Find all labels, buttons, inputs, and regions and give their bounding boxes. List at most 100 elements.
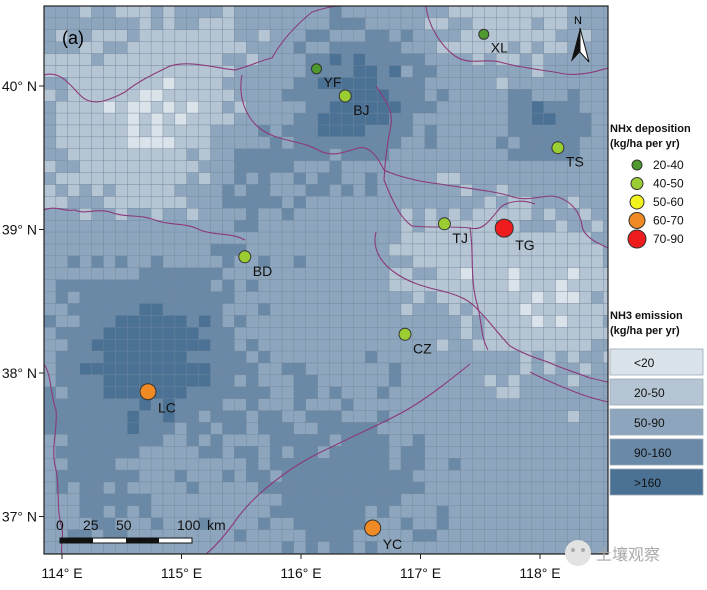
grid-cell: [174, 446, 187, 459]
grid-cell: [91, 65, 104, 78]
panel-label: (a): [62, 28, 84, 48]
grid-cell: [531, 374, 544, 387]
grid-cell: [91, 196, 104, 209]
grid-cell: [127, 327, 140, 340]
grid-cell: [234, 160, 247, 173]
grid-cell: [388, 303, 402, 316]
grid-cell: [174, 77, 187, 90]
grid-cell: [293, 434, 306, 447]
grid-cell: [198, 398, 211, 411]
grid-cell: [305, 196, 318, 209]
grid-cell: [79, 410, 92, 423]
grid-cell: [603, 410, 608, 423]
grid-cell: [305, 29, 318, 42]
grid-cell: [365, 77, 378, 90]
grid-cell: [174, 124, 187, 138]
grid-cell: [150, 493, 164, 506]
grid-cell: [436, 17, 449, 30]
grid-cell: [531, 422, 544, 435]
grid-cell: [472, 53, 485, 66]
grid-cell: [103, 374, 116, 387]
grid-cell: [44, 184, 57, 197]
grid-cell: [269, 220, 283, 233]
grid-cell: [484, 65, 497, 78]
grid-cell: [341, 434, 354, 447]
grid-cell: [555, 422, 568, 435]
grid-cell: [55, 53, 68, 66]
grid-cell: [139, 469, 152, 483]
grid-cell: [377, 243, 390, 257]
scale-tick-label: 0: [56, 517, 64, 533]
grid-cell: [603, 101, 608, 114]
grid-cell: [412, 422, 425, 435]
grid-cell: [329, 243, 342, 257]
grid-cell: [269, 386, 283, 399]
grid-cell: [281, 398, 295, 411]
grid-cell: [198, 148, 211, 161]
grid-cell: [329, 505, 342, 518]
grid-cell: [222, 243, 235, 257]
grid-cell: [603, 303, 608, 316]
boundary-line: [375, 85, 392, 181]
grid-cell: [353, 553, 366, 554]
grid-cell: [317, 136, 330, 149]
grid-cell: [507, 505, 521, 518]
grid-cell: [365, 505, 378, 518]
grid-cell: [531, 553, 544, 554]
boundary-line: [529, 371, 608, 403]
grid-cell: [484, 469, 497, 483]
grid-cell: [448, 77, 461, 90]
grid-cell: [293, 541, 306, 554]
grid-cell: [210, 6, 223, 19]
grid-cell: [317, 339, 330, 352]
grid-cell: [341, 196, 354, 209]
grid-cell: [44, 529, 57, 542]
grid-cell: [412, 434, 425, 447]
grid-cell: [507, 327, 521, 340]
grid-cell: [79, 434, 92, 447]
grid-cell: [317, 243, 330, 257]
grid-cell: [507, 517, 521, 530]
grid-cell: [400, 196, 414, 209]
grid-cell: [186, 303, 199, 316]
grid-cell: [67, 291, 80, 304]
grid-cell: [472, 148, 485, 161]
grid-cell: [329, 362, 342, 376]
grid-cell: [365, 553, 378, 554]
grid-cell: [139, 112, 152, 126]
grid-cell: [67, 422, 80, 435]
grid-cell: [365, 160, 378, 173]
grid-cell: [305, 17, 318, 30]
grid-cell: [496, 160, 509, 173]
grid-cell: [162, 315, 176, 328]
grid-cell: [91, 41, 104, 54]
grid-cell: [436, 65, 449, 78]
grid-cell: [139, 553, 152, 554]
grid-cell: [269, 529, 283, 542]
grid-cell: [103, 410, 116, 423]
grid-cell: [293, 350, 306, 364]
grid-cell: [246, 410, 259, 423]
grid-cell: [150, 101, 164, 114]
grid-cell: [115, 41, 128, 54]
grid-cell: [210, 481, 223, 495]
grid-cell: [55, 446, 68, 459]
grid-cell: [127, 553, 140, 554]
grid-cell: [162, 553, 176, 554]
grid-cell: [222, 220, 235, 233]
grid-cell: [115, 469, 128, 483]
grid-cell: [222, 53, 235, 66]
grid-cell: [519, 303, 533, 316]
grid-cell: [293, 41, 306, 54]
grid-cell: [472, 541, 485, 554]
grid-cell: [543, 279, 556, 292]
grid-cell: [162, 6, 176, 19]
grid-cell: [269, 291, 283, 304]
grid-cell: [115, 65, 128, 78]
grid-cell: [329, 160, 342, 173]
grid-cell: [579, 65, 592, 78]
grid-cell: [424, 458, 437, 471]
grid-cell: [377, 53, 390, 66]
grid-cell: [329, 279, 342, 292]
grid-cell: [329, 196, 342, 209]
